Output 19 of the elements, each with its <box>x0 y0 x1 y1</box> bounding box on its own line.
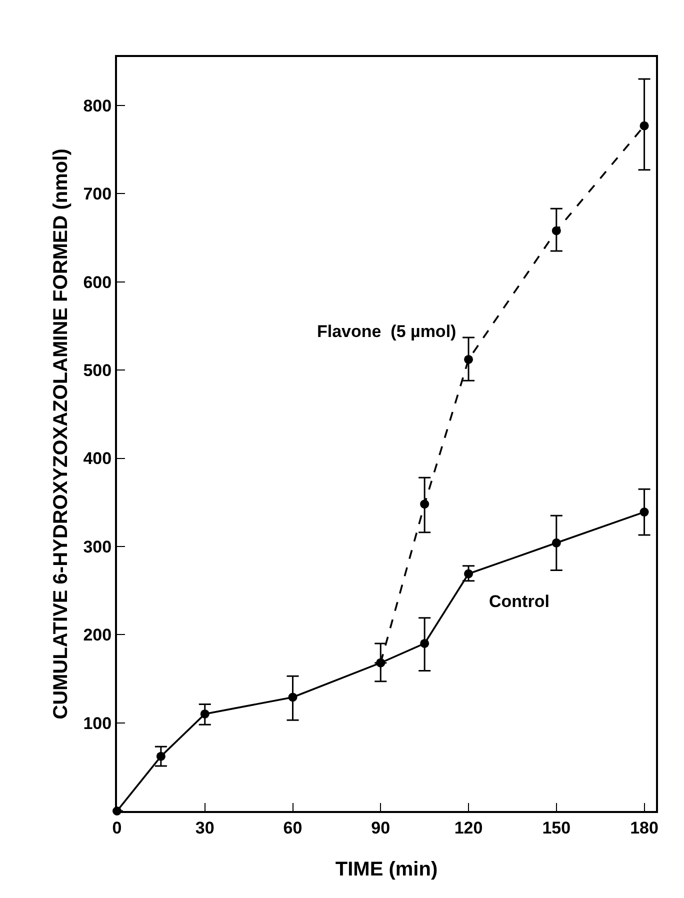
x-tick-label: 30 <box>195 818 214 838</box>
y-tick-label: 300 <box>83 537 112 556</box>
y-tick-label: 700 <box>83 184 112 204</box>
x-tick-label: 0 <box>112 818 122 838</box>
y-tick-label: 800 <box>83 96 112 116</box>
y-tick-label: 400 <box>83 449 112 468</box>
x-tick-label: 90 <box>371 818 390 838</box>
y-tick-label: 200 <box>83 626 112 645</box>
y-tick-label: 500 <box>83 361 112 380</box>
x-tick-label: 120 <box>454 818 483 838</box>
x-tick-label: 180 <box>630 818 658 838</box>
y-tick-label: 100 <box>83 714 112 733</box>
x-tick-label: 150 <box>542 818 571 838</box>
series-label: Control <box>489 592 550 611</box>
x-axis-title: TIME (min) <box>335 858 438 880</box>
x-tick-label: 60 <box>283 818 302 838</box>
y-tick-label: 600 <box>83 272 112 292</box>
y-axis-title: CUMULATIVE 6-HYDROXYZOXAZOLAMINE FORMED (nmol) <box>50 148 72 720</box>
series-label: Flavone (5 µmol) <box>317 322 456 341</box>
